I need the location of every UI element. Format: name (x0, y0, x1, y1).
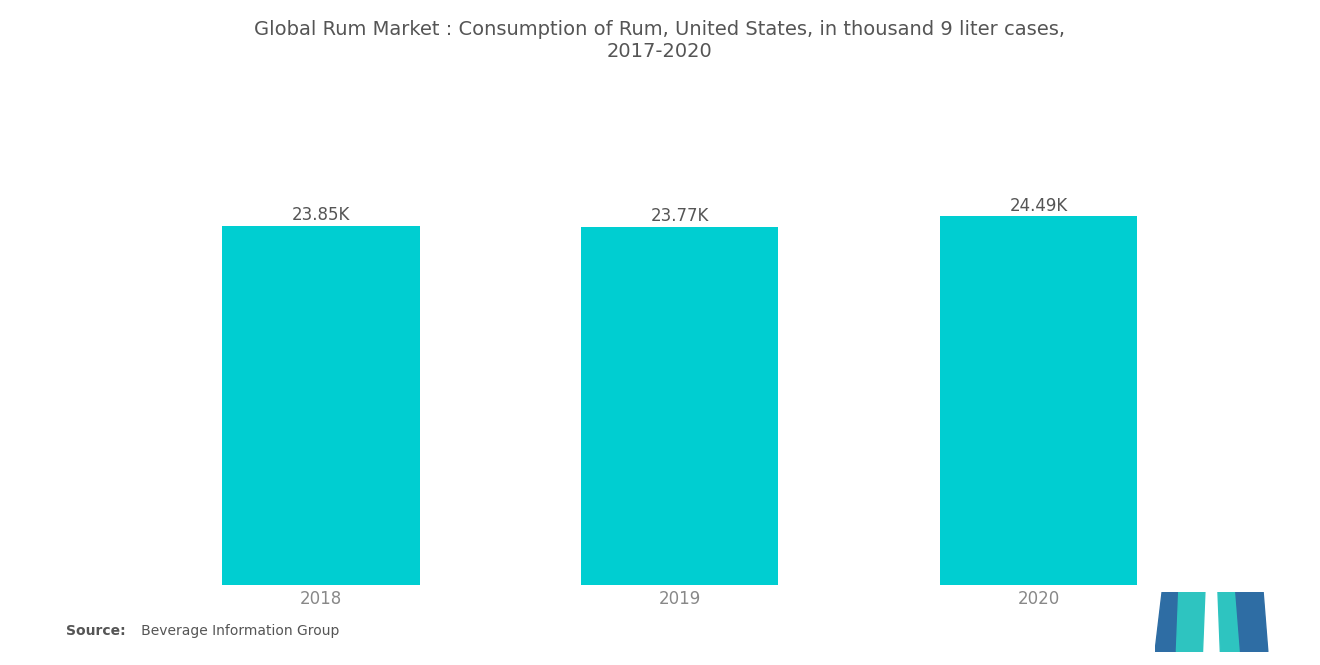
Text: Beverage Information Group: Beverage Information Group (128, 624, 339, 638)
Text: Global Rum Market : Consumption of Rum, United States, in thousand 9 liter cases: Global Rum Market : Consumption of Rum, … (255, 20, 1065, 61)
Polygon shape (1176, 592, 1205, 652)
Bar (581, 227, 779, 585)
Bar (222, 226, 420, 585)
Text: 23.85K: 23.85K (292, 206, 350, 224)
Polygon shape (1155, 592, 1188, 652)
Text: 23.77K: 23.77K (651, 207, 709, 225)
Polygon shape (1218, 592, 1246, 652)
Polygon shape (1236, 592, 1267, 652)
Bar (940, 217, 1138, 585)
Text: Source:: Source: (66, 624, 125, 638)
Text: 24.49K: 24.49K (1010, 197, 1068, 215)
